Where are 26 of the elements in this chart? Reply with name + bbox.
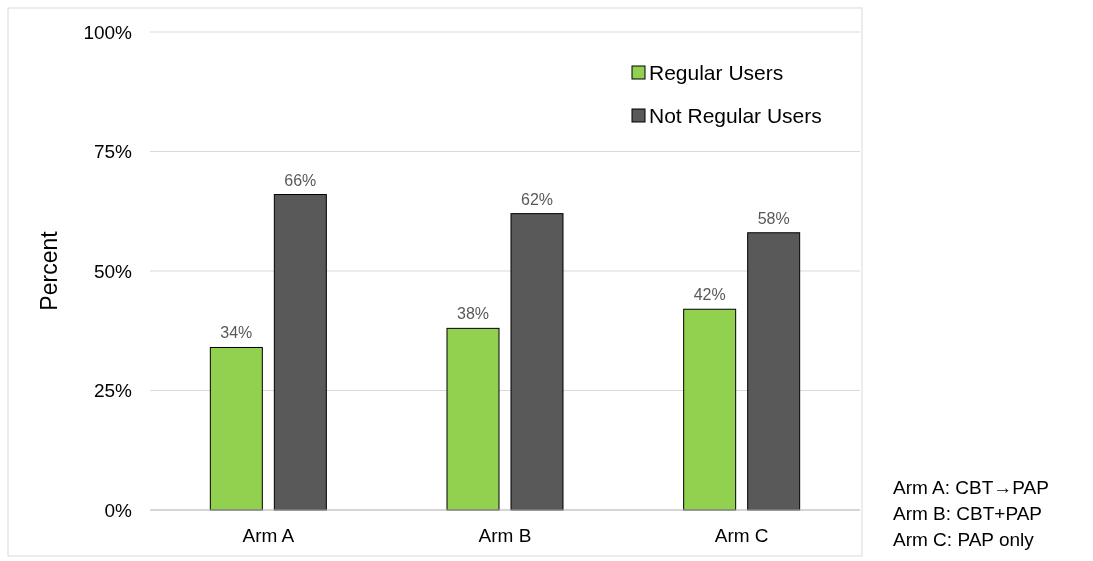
legend-label: Not Regular Users (649, 104, 822, 128)
bar (683, 308, 737, 511)
legend-label: Regular Users (649, 61, 784, 85)
data-label: 38% (456, 305, 490, 323)
bar (510, 213, 564, 511)
bar (273, 194, 327, 511)
y-tick-label: 75% (93, 141, 133, 163)
text: Arm C: PAP only (893, 529, 1035, 550)
x-tick-label: Arm C (714, 525, 769, 546)
data-label: 66% (284, 171, 317, 189)
x-tick-label: Arm A (242, 525, 295, 546)
data-label: 58% (757, 209, 790, 227)
bar (747, 232, 801, 511)
bar (446, 327, 500, 511)
text: Arm B: CBT+PAP (893, 503, 1043, 524)
x-tick-label: Arm B (478, 525, 532, 546)
y-tick-label: 100% (83, 21, 133, 43)
y-tick-label: 0% (104, 499, 133, 521)
bar (209, 346, 263, 511)
y-axis-title: Percent (36, 230, 62, 311)
data-label: 42% (693, 286, 726, 304)
text: Arm A: CBT→PAP (893, 477, 1049, 498)
data-label: 34% (220, 324, 253, 342)
data-label: 62% (520, 190, 554, 208)
y-tick-label: 25% (93, 380, 133, 402)
y-tick-label: 50% (93, 260, 133, 282)
